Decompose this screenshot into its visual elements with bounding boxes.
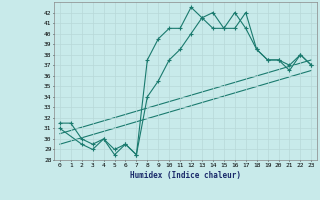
X-axis label: Humidex (Indice chaleur): Humidex (Indice chaleur): [130, 171, 241, 180]
